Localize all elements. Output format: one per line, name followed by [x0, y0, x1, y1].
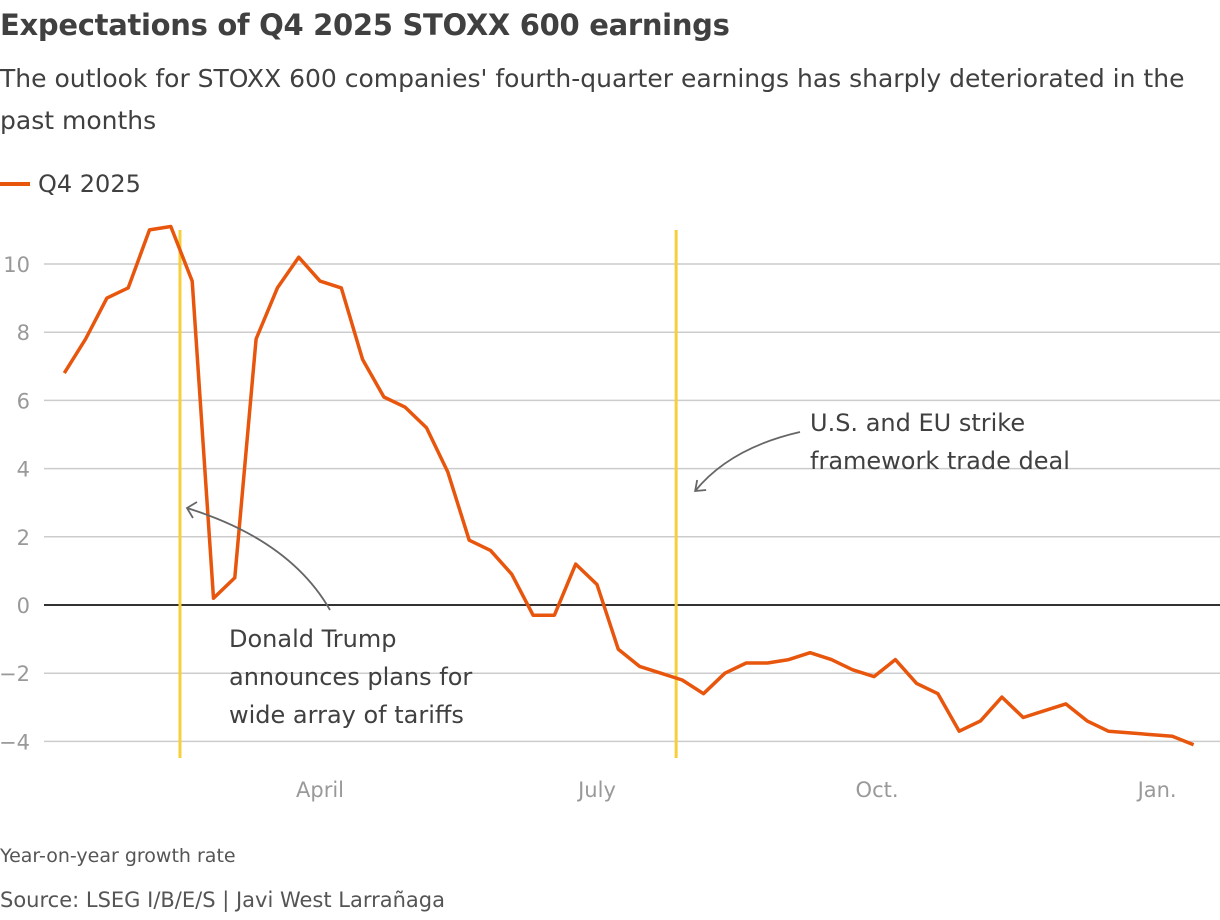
y-tick-label: 8	[17, 321, 30, 345]
chart-subtitle: The outlook for STOXX 600 companies' fou…	[0, 64, 1185, 135]
legend: Q4 2025	[0, 170, 141, 198]
y-tick-label: −4	[0, 730, 30, 754]
annotation-text-tariffs: announces plans for	[229, 663, 472, 691]
annotation-arrow	[694, 431, 801, 492]
legend-swatch	[0, 182, 30, 186]
annotation-text-trade-deal: U.S. and EU strike	[810, 409, 1025, 437]
source-note: Source: LSEG I/B/E/S | Javi West Larraña…	[0, 888, 445, 912]
x-tick-label: July	[576, 778, 616, 802]
annotation-text-tariffs: wide array of tariffs	[229, 701, 464, 729]
arrow-head-icon	[185, 501, 198, 519]
x-tick-label: Jan.	[1136, 778, 1177, 802]
x-tick-label: April	[296, 778, 344, 802]
legend-label: Q4 2025	[38, 170, 141, 198]
annotation-arrow	[186, 507, 331, 611]
y-tick-label: −2	[0, 662, 30, 686]
y-tick-label: 4	[17, 458, 30, 482]
series-line-q4-2025	[62, 224, 1195, 747]
annotation-text-tariffs: Donald Trump	[229, 625, 396, 653]
y-tick-label: 0	[17, 594, 30, 618]
chart-title: Expectations of Q4 2025 STOXX 600 earnin…	[0, 8, 730, 42]
x-tick-label: Oct.	[856, 778, 899, 802]
arrow-head-icon	[694, 479, 707, 493]
units-note: Year-on-year growth rate	[0, 845, 236, 867]
y-tick-label: 2	[17, 526, 30, 550]
annotation-text-trade-deal: framework trade deal	[810, 447, 1070, 475]
y-tick-label: 10	[3, 253, 30, 277]
y-tick-label: 6	[17, 389, 30, 413]
